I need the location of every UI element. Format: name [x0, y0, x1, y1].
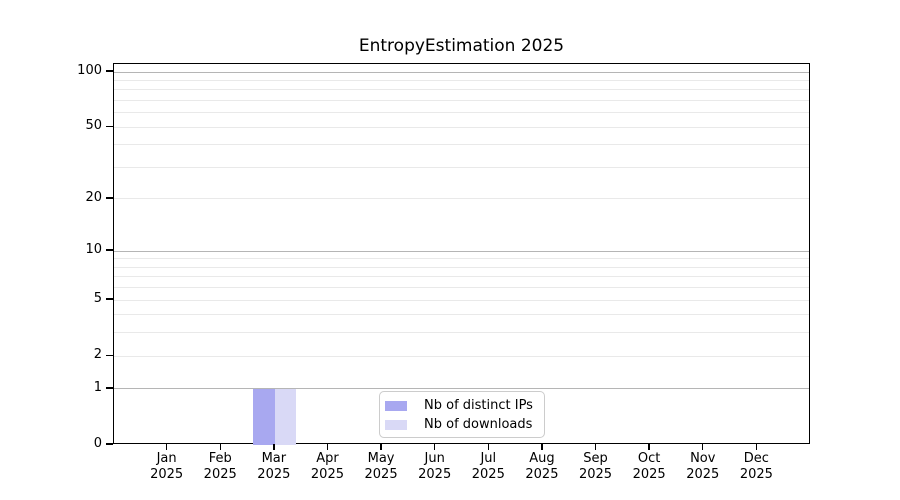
x-tick-year: 2025: [257, 466, 291, 482]
gridline-minor: [114, 166, 809, 168]
x-tick-label: Nov 2025: [671, 451, 735, 482]
x-tick-year: 2025: [364, 466, 398, 482]
x-tick-mark: [165, 444, 168, 450]
y-tick-mark: [106, 197, 113, 199]
x-tick-mark: [594, 444, 597, 450]
y-tick-mark: [106, 70, 113, 72]
y-tick-mark: [106, 443, 113, 445]
x-tick-year: 2025: [578, 466, 613, 482]
y-tick-mark: [106, 387, 113, 389]
gridline-minor: [114, 99, 809, 101]
y-tick-label: 1: [93, 379, 102, 395]
x-tick-month: Jan: [156, 451, 177, 466]
y-tick-label: 20: [85, 189, 102, 205]
x-tick-month: Oct: [637, 451, 661, 466]
gridline-major: [114, 388, 809, 390]
x-tick-mark: [487, 444, 489, 450]
x-tick-label: Jun 2025: [403, 451, 467, 482]
x-tick-mark: [702, 444, 704, 450]
x-tick-year: 2025: [203, 466, 237, 482]
x-tick-label: Jan 2025: [135, 451, 199, 482]
x-tick-label: Feb 2025: [188, 451, 252, 482]
x-tick-month: Jul: [480, 451, 497, 466]
legend-swatch-distinct-ips: [385, 400, 407, 411]
x-tick-month: Dec: [743, 451, 769, 466]
y-tick-mark: [106, 249, 113, 251]
x-tick-mark: [380, 444, 382, 450]
y-tick-mark: [106, 298, 113, 300]
x-tick-month: Apr: [316, 451, 339, 466]
x-tick-mark: [755, 444, 758, 450]
bar-nb-of-downloads: [274, 388, 297, 445]
x-tick-label: Sep 2025: [564, 451, 628, 482]
x-tick-label: Mar 2025: [242, 451, 306, 482]
x-tick-month: Mar: [261, 451, 287, 466]
gridline-minor: [114, 198, 809, 200]
x-tick-label: May 2025: [349, 451, 413, 482]
x-tick-year: 2025: [150, 466, 184, 482]
chart-title: EntropyEstimation 2025: [358, 36, 565, 56]
gridline-minor: [114, 79, 809, 81]
x-tick-year: 2025: [418, 466, 452, 482]
x-tick-mark: [433, 444, 436, 450]
x-tick-month: Feb: [208, 451, 232, 466]
y-tick-label: 5: [93, 291, 102, 307]
x-tick-label: Apr 2025: [295, 451, 359, 482]
legend-row-distinct-ips: Nb of distinct IPs: [385, 397, 538, 414]
gridline-major: [114, 71, 809, 73]
bars-layer: [114, 64, 809, 445]
x-tick-month: Sep: [583, 451, 608, 466]
bar-nb-of-distinct-ips: [253, 388, 275, 445]
x-tick-month: Nov: [690, 451, 716, 466]
gridline-minor: [114, 299, 809, 301]
gridline-minor: [114, 144, 809, 146]
y-tick-label: 0: [93, 436, 102, 451]
x-tick-label: Dec 2025: [724, 451, 788, 482]
x-tick-mark: [648, 444, 650, 450]
y-tick-label: 50: [85, 118, 102, 134]
x-tick-year: 2025: [471, 466, 505, 482]
x-tick-label: Oct 2025: [617, 451, 681, 482]
x-tick-mark: [219, 444, 221, 450]
legend: Nb of distinct IPs Nb of downloads: [379, 391, 545, 438]
y-tick-label: 100: [77, 63, 102, 78]
legend-label-distinct-ips: Nb of distinct IPs: [424, 398, 533, 413]
gridlines-layer: [114, 64, 809, 443]
x-tick-mark: [541, 444, 543, 450]
x-tick-year: 2025: [686, 466, 720, 482]
x-tick-year: 2025: [739, 466, 773, 482]
x-tick-year: 2025: [310, 466, 344, 482]
x-tick-month: Jun: [424, 451, 445, 466]
x-tick-mark: [273, 444, 275, 450]
gridline-minor: [114, 332, 809, 334]
x-tick-label: Aug 2025: [510, 451, 574, 482]
legend-label-downloads: Nb of downloads: [424, 417, 533, 432]
gridline-minor: [114, 355, 809, 357]
x-tick-month: May: [367, 451, 395, 466]
gridline-minor: [114, 89, 809, 91]
y-tick-mark: [106, 125, 113, 127]
x-tick-mark: [326, 444, 329, 450]
y-tick-label: 10: [85, 242, 102, 258]
gridline-minor: [114, 112, 809, 114]
legend-swatch-downloads: [385, 419, 407, 430]
gridline-minor: [114, 276, 809, 278]
x-tick-year: 2025: [632, 466, 666, 482]
y-tick-label: 2: [93, 347, 102, 363]
gridline-minor: [114, 287, 809, 289]
gridline-minor: [114, 258, 809, 260]
x-tick-year: 2025: [525, 466, 559, 482]
gridline-minor: [114, 314, 809, 316]
gridline-minor: [114, 266, 809, 268]
x-tick-label: Jul 2025: [456, 451, 520, 482]
gridline-minor: [114, 126, 809, 128]
legend-row-downloads: Nb of downloads: [385, 416, 538, 433]
y-tick-mark: [106, 354, 113, 356]
plot-area: Nb of distinct IPs Nb of downloads: [113, 63, 810, 445]
x-tick-month: Aug: [529, 451, 555, 466]
gridline-major: [114, 250, 809, 252]
